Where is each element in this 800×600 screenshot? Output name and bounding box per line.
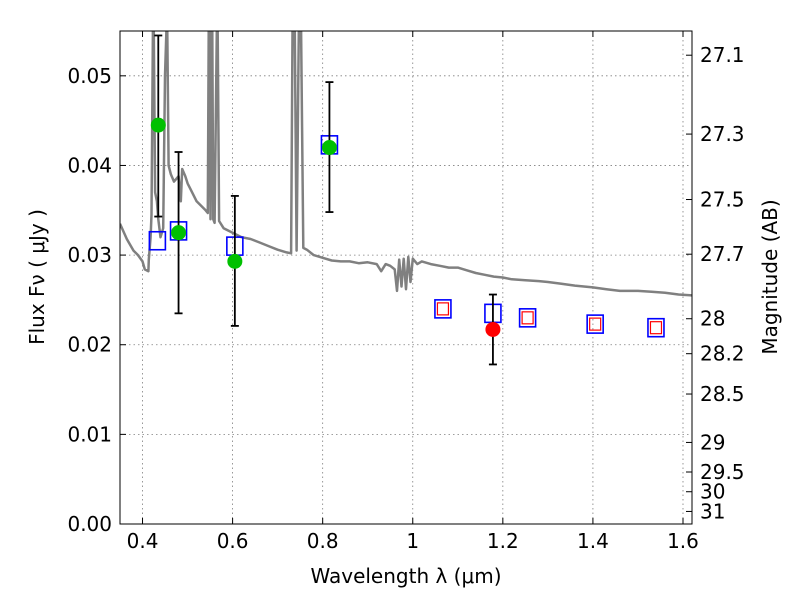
x-tick-label: 1.4 [577, 529, 609, 553]
plot-area [120, 31, 692, 366]
spectrum-layer [120, 31, 692, 297]
y-tick-label: 0.01 [67, 422, 112, 446]
mag-tick-label: 29.5 [700, 460, 745, 484]
spectrum-line [120, 31, 692, 297]
marker-layer [148, 34, 665, 366]
x-axis-label: Wavelength λ (μm) [310, 564, 501, 588]
model-band-square [148, 230, 167, 251]
mag-tick-label: 27.7 [700, 242, 745, 266]
y-tick-label: 0.00 [67, 512, 112, 536]
y-tick-label: 0.03 [67, 243, 112, 267]
y-tick-label: 0.02 [67, 333, 112, 357]
model-band-square [518, 308, 537, 328]
x-tick-label: 1.6 [667, 529, 699, 553]
x-tick-label: 1.2 [487, 529, 519, 553]
mag-tick-label: 28.2 [700, 342, 745, 366]
mag-tick-label: 27.5 [700, 188, 745, 212]
model-band-square [434, 299, 452, 319]
detection-point [321, 140, 337, 156]
y-tick-label: 0.04 [67, 153, 112, 177]
model-band-square [647, 317, 665, 338]
y-tick-label: 0.05 [67, 64, 112, 88]
mag-tick-label: 28.5 [700, 382, 745, 406]
model-band-square [586, 314, 604, 334]
plot-frame [119, 30, 693, 525]
upper-limit-square [589, 317, 602, 331]
mag-tick-label: 29 [700, 430, 725, 454]
mag-tick-label: 27.3 [700, 122, 745, 146]
upper-limit-square [649, 321, 663, 335]
mag-tick-label: 27.1 [700, 43, 745, 67]
x-tick-label: 0.8 [307, 529, 339, 553]
y-axis-label-left: Flux Fν ( μJy ) [25, 209, 49, 345]
detection-point [485, 321, 501, 337]
x-tick-label: 0.4 [127, 529, 159, 553]
detection-point [150, 117, 166, 133]
detection-point [171, 225, 187, 241]
axis-ticks [120, 31, 692, 525]
detection-point [227, 253, 243, 269]
upper-limit-square [436, 302, 450, 316]
mag-tick-label: 30 [700, 480, 725, 504]
mag-tick-label: 31 [700, 499, 725, 523]
x-tick-label: 0.6 [217, 529, 249, 553]
mag-tick-label: 28 [700, 307, 725, 331]
x-tick-label: 1 [406, 529, 419, 553]
upper-limit-square [521, 311, 534, 325]
y-axis-label-right: Magnitude (AB) [758, 199, 782, 354]
tick-labels: 0.4 0.6 0.8 1 1.2 1.4 1.6 0.00 0.01 0.02 0.03 0.04 0… [67, 43, 744, 553]
